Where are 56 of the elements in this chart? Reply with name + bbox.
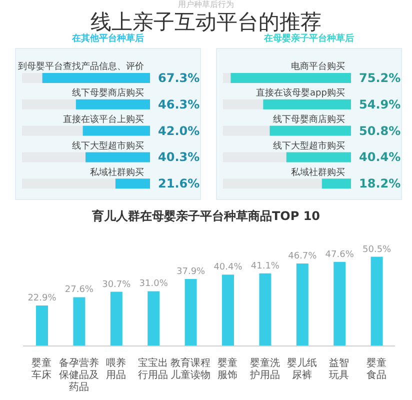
x-tick-label: 宝宝出行用品 bbox=[138, 357, 168, 381]
data-label: 54.9% bbox=[359, 97, 401, 112]
y-tick-label: 到母婴平台查找产品信息、评价 bbox=[18, 61, 144, 72]
data-label: 37.9% bbox=[176, 267, 206, 278]
y-tick-label: 线下母婴商店购买 bbox=[273, 114, 345, 125]
data-label: 18.2% bbox=[359, 176, 401, 191]
y-tick-label: 直接在该母婴app购买 bbox=[256, 88, 345, 99]
bar bbox=[370, 256, 383, 346]
data-label: 75.2% bbox=[359, 71, 401, 85]
bar bbox=[148, 291, 160, 346]
data-label: 47.6% bbox=[325, 250, 354, 260]
data-label: 30.7% bbox=[102, 280, 132, 290]
chart-title: 在母婴亲子平台种草后 bbox=[262, 33, 355, 45]
bar bbox=[110, 292, 122, 346]
data-label: 40.4% bbox=[214, 262, 243, 273]
data-label: 50.8% bbox=[359, 124, 401, 138]
x-tick-label: 婴童服饰 bbox=[218, 357, 238, 381]
data-label: 40.3% bbox=[158, 150, 200, 164]
x-tick-label: 备孕营养保健品及药品 bbox=[58, 357, 99, 393]
bar bbox=[259, 273, 272, 346]
data-label: 67.3% bbox=[158, 71, 200, 85]
x-tick-label: 教育课程儿童读物 bbox=[170, 357, 210, 381]
data-label: 46.7% bbox=[288, 251, 318, 262]
chart-title: 育儿人群在母婴亲子平台种草商品TOP 10 bbox=[90, 208, 322, 224]
y-tick-label: 私域社群购买 bbox=[90, 166, 144, 178]
data-label: 27.6% bbox=[64, 285, 94, 296]
bar bbox=[334, 262, 346, 346]
data-label: 50.5% bbox=[362, 244, 392, 255]
data-label: 41.1% bbox=[250, 261, 280, 272]
x-tick-label: 婴童车床 bbox=[32, 357, 52, 381]
data-label: 42.0% bbox=[158, 124, 200, 138]
text: 线上亲子互动平台的推荐 bbox=[90, 10, 322, 34]
bar bbox=[222, 274, 234, 346]
y-tick-label: 直接在该平台上购买 bbox=[63, 114, 144, 125]
x-tick-label: 婴童洗护用品 bbox=[248, 357, 280, 381]
x-tick-label: 喂养用品 bbox=[106, 357, 126, 381]
x-tick-label: 益智玩具 bbox=[329, 357, 350, 381]
bar bbox=[36, 306, 48, 346]
data-label: 21.6% bbox=[158, 176, 200, 191]
y-tick-label: 线下大型超市购买 bbox=[273, 140, 345, 152]
bar bbox=[184, 279, 197, 346]
data-label: 40.4% bbox=[359, 150, 401, 164]
text: 用户种草后行为 bbox=[177, 0, 235, 10]
y-tick-label: 电商平台购买 bbox=[291, 61, 345, 72]
y-tick-label: 线下大型超市购买 bbox=[72, 140, 144, 152]
data-label: 22.9% bbox=[28, 294, 57, 304]
bar bbox=[322, 178, 351, 189]
data-label: 46.3% bbox=[158, 97, 200, 112]
y-tick-label: 私域社群购买 bbox=[291, 166, 345, 178]
x-tick-label: 婴儿纸尿裤 bbox=[287, 357, 317, 381]
chart-title: 在其他平台种草后 bbox=[70, 33, 145, 45]
data-label: 31.0% bbox=[139, 279, 168, 290]
y-tick-label: 线下母婴商店购买 bbox=[72, 88, 144, 99]
x-tick-label: 婴童食品 bbox=[366, 357, 386, 381]
bar bbox=[296, 263, 308, 346]
bar bbox=[73, 297, 86, 346]
